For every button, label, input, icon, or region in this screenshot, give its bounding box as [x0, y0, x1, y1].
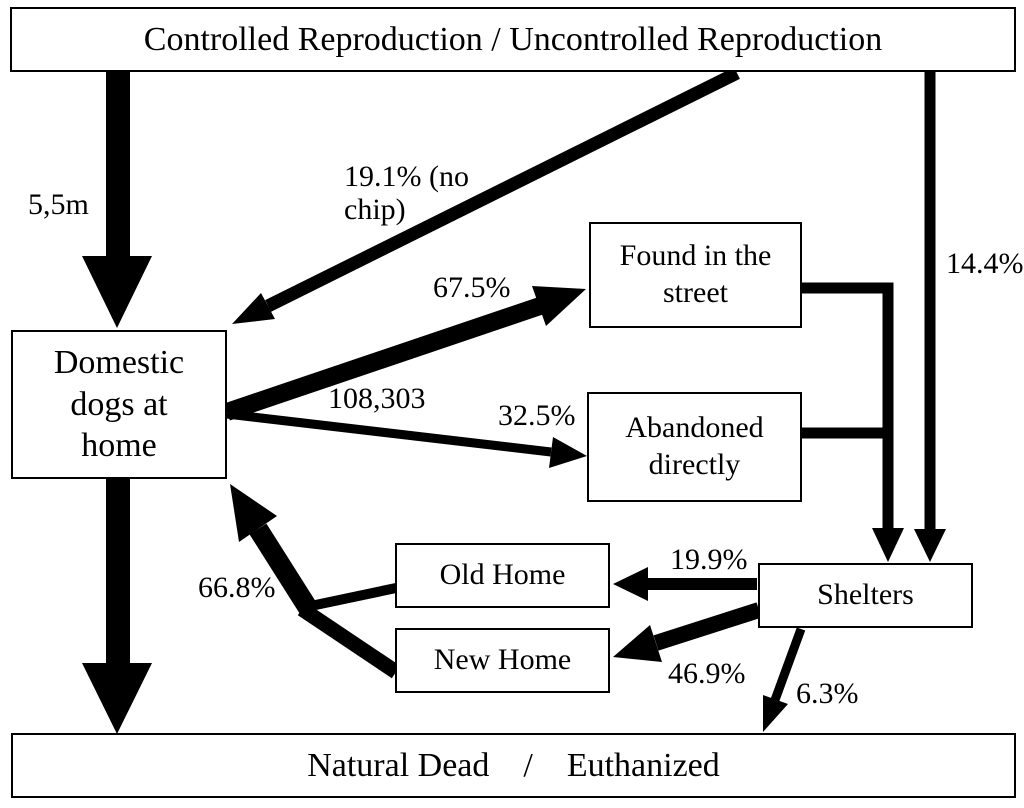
- edge-label-19-9-pct: 19.9%: [670, 543, 748, 576]
- node-natural-dead-euthanized: Natural Dead / Euthanized: [11, 733, 1016, 798]
- connector-found-abandoned-to-shelters: [802, 282, 904, 562]
- node-old-home: Old Home: [395, 543, 610, 608]
- arrow-domestic-to-abandoned: [226, 409, 587, 468]
- node-found-in-street: Found in the street: [589, 222, 802, 328]
- arrow-shelters-to-oldhome: [613, 567, 757, 601]
- edge-label-14-4-pct: 14.4%: [946, 247, 1024, 280]
- arrow-shelters-to-dead: [763, 627, 806, 732]
- edge-label-19-1-pct-no-chip: 19.1% (no chip): [344, 160, 469, 226]
- line-oldhome-to-bend: [304, 583, 398, 612]
- arrow-reproduction-to-domestic-nochip: [232, 67, 740, 324]
- edge-label-6-3-pct: 6.3%: [796, 677, 859, 710]
- node-new-home: New Home: [395, 628, 610, 693]
- line-newhome-to-bend: [297, 602, 401, 679]
- arrow-reproduction-to-domestic: [82, 72, 152, 328]
- node-reproduction: Controlled Reproduction / Uncontrolled R…: [10, 7, 1016, 72]
- arrow-reproduction-to-shelters: [914, 72, 946, 562]
- arrow-domestic-to-found: [224, 286, 586, 421]
- edge-label-5-5m: 5,5m: [28, 188, 89, 221]
- edge-label-108303: 108,303: [328, 382, 426, 415]
- edge-label-32-5-pct: 32.5%: [498, 399, 576, 432]
- node-domestic-dogs: Domestic dogs at home: [11, 330, 227, 479]
- edge-label-67-5-pct: 67.5%: [433, 271, 511, 304]
- arrow-domestic-to-dead: [82, 479, 152, 734]
- edge-label-46-9-pct: 46.9%: [668, 657, 746, 690]
- node-abandoned-directly: Abandoned directly: [587, 392, 802, 502]
- edge-label-66-8-pct: 66.8%: [198, 571, 276, 604]
- arrow-homes-to-domestic: [230, 484, 317, 614]
- node-shelters: Shelters: [758, 563, 973, 628]
- arrow-shelters-to-newhome: [613, 602, 762, 662]
